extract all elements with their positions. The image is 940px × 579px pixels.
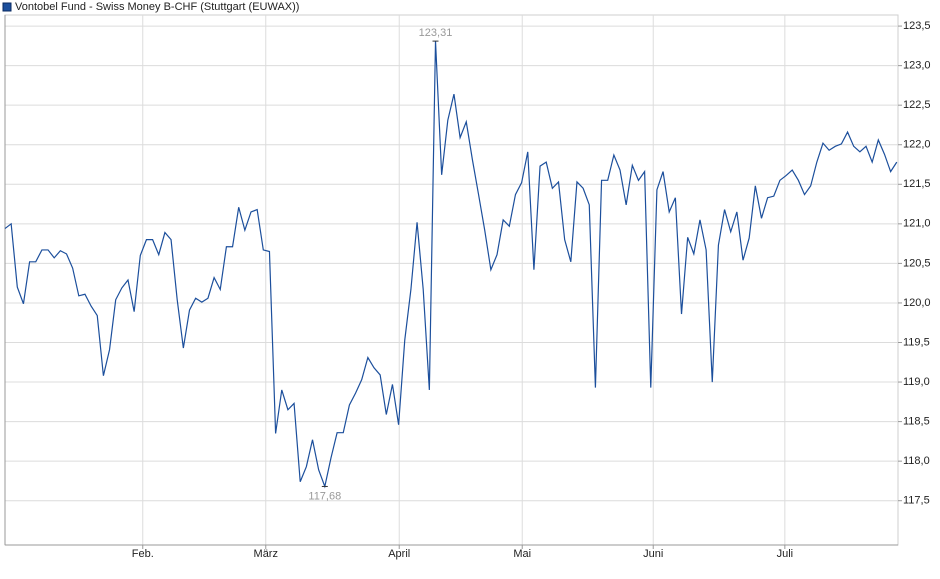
legend-swatch xyxy=(2,2,12,12)
plot-area xyxy=(4,14,899,546)
x-tick-label: Feb. xyxy=(132,548,154,560)
x-tick-label: Mai xyxy=(513,548,531,560)
x-tick-label: April xyxy=(388,548,410,560)
y-tick-label: 119,0 xyxy=(903,376,930,388)
y-tick-label: 121,5 xyxy=(903,178,931,190)
y-tick-label: 117,5 xyxy=(903,495,930,507)
y-tick-label: 122,5 xyxy=(903,99,931,111)
y-tick-label: 120,0 xyxy=(903,297,931,309)
y-tick-label: 121,0 xyxy=(903,218,931,230)
legend-label: Vontobel Fund - Swiss Money B-CHF (Stutt… xyxy=(15,1,299,13)
y-tick-label: 123,5 xyxy=(903,20,931,32)
y-tick-label: 119,5 xyxy=(903,336,930,348)
y-tick-label: 118,5 xyxy=(903,416,930,428)
y-tick-label: 118,0 xyxy=(903,455,930,467)
y-tick-label: 120,5 xyxy=(903,257,931,269)
x-tick-label: Juli xyxy=(777,548,794,560)
y-tick-label: 122,0 xyxy=(903,139,931,151)
extreme-label: 117,68 xyxy=(308,490,341,502)
x-tick-label: März xyxy=(254,548,278,560)
series-line xyxy=(4,41,898,489)
x-tick-label: Juni xyxy=(643,548,663,560)
y-tick-label: 123,0 xyxy=(903,60,931,72)
extreme-label: 123,31 xyxy=(419,27,453,39)
